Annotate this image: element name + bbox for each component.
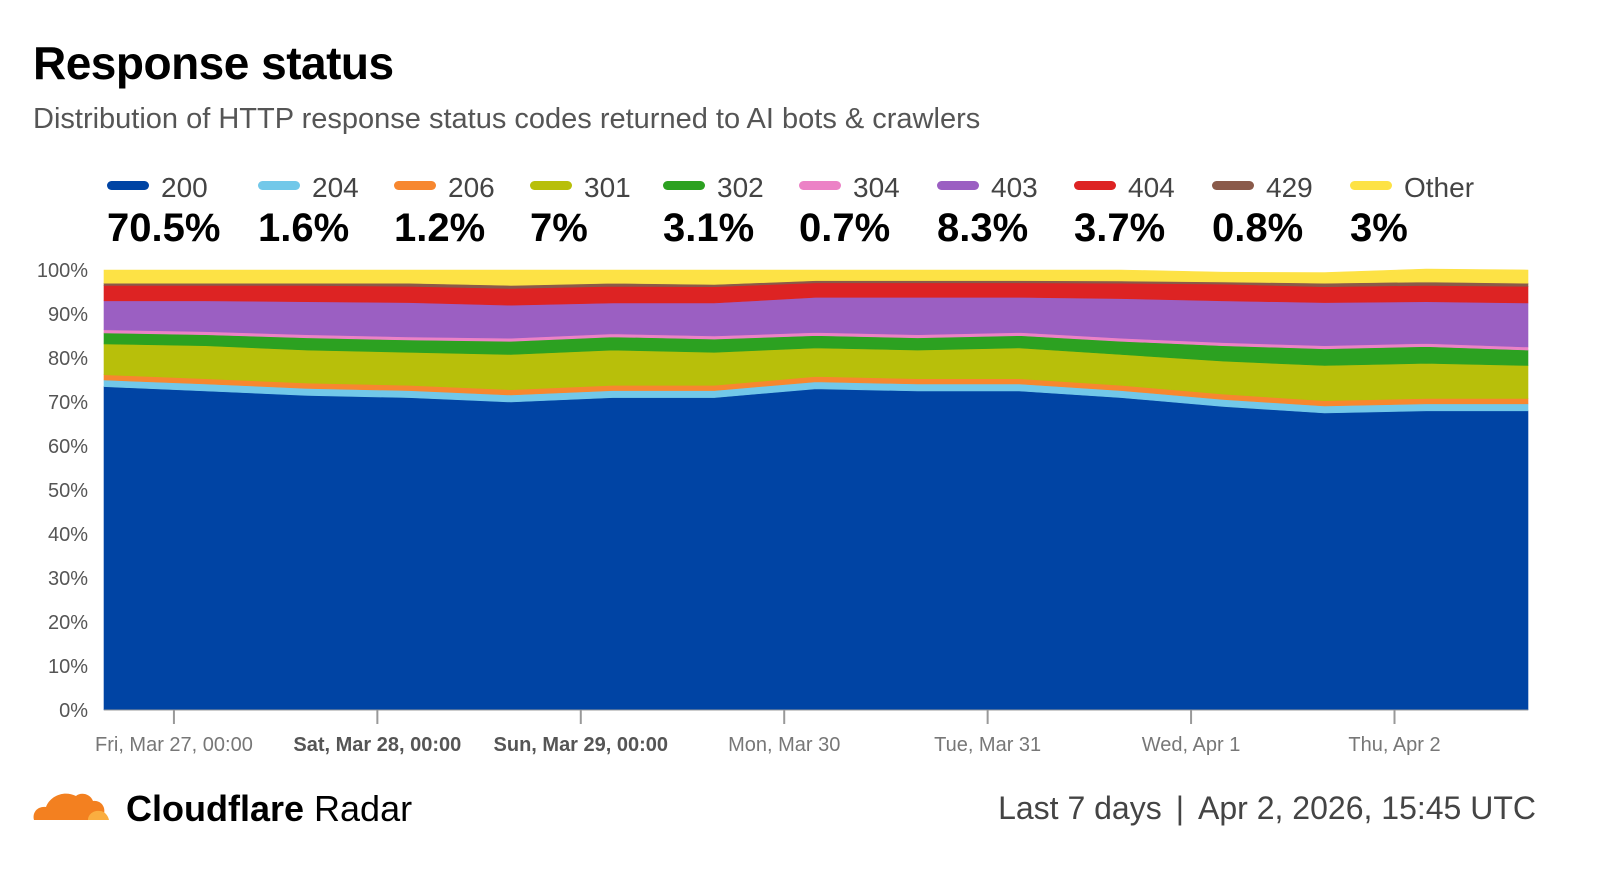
page-title: Response status bbox=[33, 37, 394, 89]
time-range-stamp: Last 7 days | Apr 2, 2026, 15:45 UTC bbox=[998, 790, 1536, 827]
legend-value: 0.7% bbox=[799, 206, 891, 250]
legend-label: 404 bbox=[1128, 172, 1175, 203]
legend-swatch bbox=[937, 180, 979, 190]
y-tick-label: 100% bbox=[37, 260, 88, 282]
legend-label: 429 bbox=[1266, 172, 1313, 203]
legend-swatch bbox=[1074, 180, 1116, 190]
legend-swatch bbox=[107, 180, 149, 190]
y-tick-label: 80% bbox=[48, 348, 88, 370]
legend-swatch bbox=[663, 180, 705, 190]
legend-swatch bbox=[258, 180, 300, 190]
brand-light: Radar bbox=[314, 788, 413, 829]
legend-label: 204 bbox=[312, 172, 359, 203]
separator: | bbox=[1175, 790, 1185, 826]
legend-label: 302 bbox=[717, 172, 764, 203]
legend-swatch bbox=[1350, 180, 1392, 190]
y-tick-label: 0% bbox=[59, 700, 88, 722]
area-series-200[interactable] bbox=[103, 386, 1529, 711]
legend-swatch bbox=[394, 180, 436, 190]
legend-value: 8.3% bbox=[937, 206, 1029, 250]
timestamp: Apr 2, 2026, 15:45 UTC bbox=[1198, 790, 1536, 826]
y-tick-label: 10% bbox=[48, 656, 88, 678]
range-label: Last 7 days bbox=[998, 790, 1162, 826]
page-subtitle: Distribution of HTTP response status cod… bbox=[33, 103, 981, 135]
brand-bold: Cloudflare bbox=[126, 788, 305, 829]
legend-swatch bbox=[799, 180, 841, 190]
stacked-area-chart: 0% 10% 20% 30% 40% 50% 60% 70% 80% 90% 100% Fri, Ma… bbox=[37, 260, 1529, 756]
y-tick-label: 40% bbox=[48, 524, 88, 546]
legend-label: 301 bbox=[584, 172, 631, 203]
legend-label: 304 bbox=[853, 172, 900, 203]
legend-value: 3.7% bbox=[1074, 206, 1166, 250]
legend-value: 7% bbox=[530, 206, 588, 250]
legend-label: Other bbox=[1404, 172, 1475, 203]
legend-value: 0.8% bbox=[1212, 206, 1304, 250]
legend-value: 70.5% bbox=[107, 206, 221, 250]
cloudflare-logo-icon bbox=[33, 793, 109, 820]
x-tick-label: Tue, Mar 31 bbox=[934, 734, 1041, 756]
brand-name: Cloudflare Radar bbox=[126, 788, 412, 830]
y-tick-label: 50% bbox=[48, 480, 88, 502]
y-tick-label: 60% bbox=[48, 436, 88, 458]
x-tick-label: Sat, Mar 28, 00:00 bbox=[293, 734, 461, 756]
x-tick-label: Mon, Mar 30 bbox=[728, 734, 840, 756]
legend-value: 1.6% bbox=[258, 206, 350, 250]
x-tick-label: Sun, Mar 29, 00:00 bbox=[494, 734, 669, 756]
y-tick-label: 70% bbox=[48, 392, 88, 414]
x-tick-label: Fri, Mar 27, 00:00 bbox=[95, 734, 253, 756]
area-series-other[interactable] bbox=[103, 268, 1529, 286]
legend-swatch bbox=[1212, 180, 1254, 190]
legend-swatch bbox=[530, 180, 572, 190]
x-tick-label: Thu, Apr 2 bbox=[1348, 734, 1440, 756]
legend-label: 200 bbox=[161, 172, 208, 203]
y-tick-label: 20% bbox=[48, 612, 88, 634]
legend-value: 3% bbox=[1350, 206, 1408, 250]
legend-value: 1.2% bbox=[394, 206, 486, 250]
y-tick-label: 90% bbox=[48, 304, 88, 326]
legend-label: 206 bbox=[448, 172, 495, 203]
legend-label: 403 bbox=[991, 172, 1038, 203]
legend-value: 3.1% bbox=[663, 206, 755, 250]
x-tick-label: Wed, Apr 1 bbox=[1142, 734, 1241, 756]
y-tick-label: 30% bbox=[48, 568, 88, 590]
